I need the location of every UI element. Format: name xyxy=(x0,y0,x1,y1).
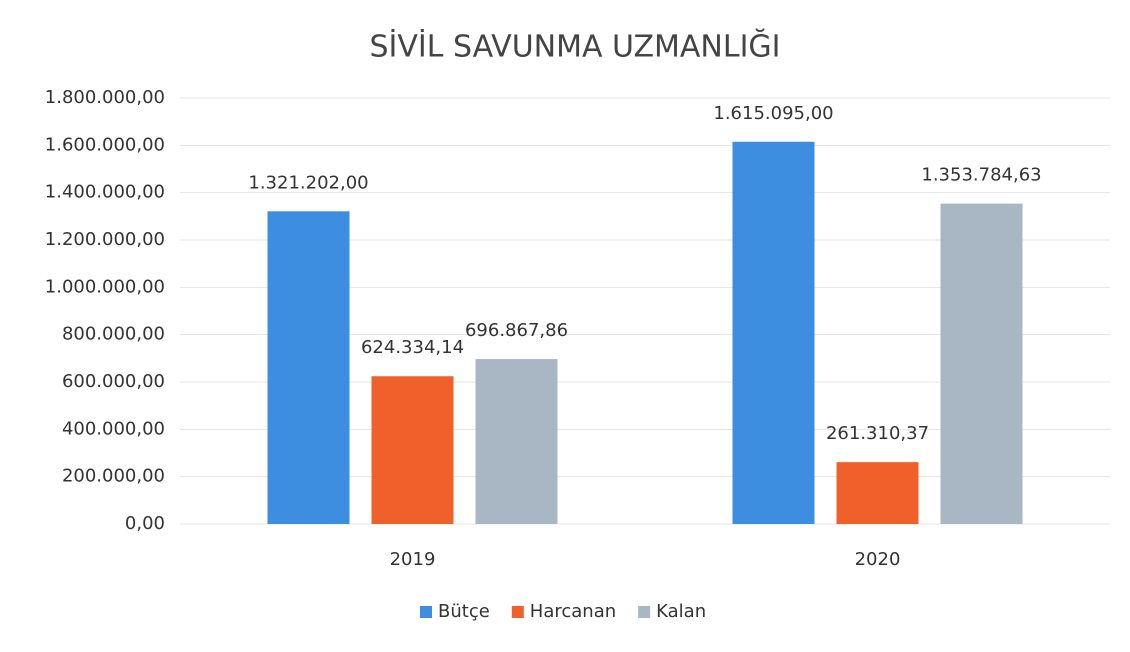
y-tick-label: 1.800.000,00 xyxy=(45,87,165,108)
legend-label: Bütçe xyxy=(438,601,490,622)
data-label: 1.615.095,00 xyxy=(713,103,833,124)
y-tick-label: 400.000,00 xyxy=(62,418,165,439)
y-tick-label: 0,00 xyxy=(125,513,165,534)
x-tick-label: 2019 xyxy=(390,549,436,570)
legend-swatch xyxy=(638,606,651,618)
bar xyxy=(267,211,350,524)
y-tick-label: 200.000,00 xyxy=(62,466,165,487)
legend-swatch xyxy=(420,606,432,618)
data-label: 624.334,14 xyxy=(361,337,464,358)
legend-label: Harcanan xyxy=(530,601,616,622)
chart-title: SİVİL SAVUNMA UZMANLIĞI xyxy=(369,28,780,65)
y-tick-label: 1.400.000,00 xyxy=(45,182,165,203)
data-label: 696.867,86 xyxy=(465,320,568,341)
legend-label: Kalan xyxy=(656,601,706,622)
legend-swatch xyxy=(511,606,524,618)
data-label: 1.353.784,63 xyxy=(921,165,1041,186)
y-tick-label: 1.000.000,00 xyxy=(45,276,165,297)
y-tick-label: 1.600.000,00 xyxy=(45,134,165,155)
bar xyxy=(940,203,1023,524)
y-tick-label: 600.000,00 xyxy=(62,371,165,392)
data-label: 1.321.202,00 xyxy=(248,172,368,193)
y-tick-label: 1.200.000,00 xyxy=(45,229,165,250)
bar xyxy=(475,359,558,524)
bar xyxy=(836,462,919,524)
bar xyxy=(371,376,454,524)
bar xyxy=(732,141,815,524)
data-label: 261.310,37 xyxy=(826,423,929,444)
x-tick-label: 2020 xyxy=(855,549,901,570)
y-tick-label: 800.000,00 xyxy=(62,324,165,345)
